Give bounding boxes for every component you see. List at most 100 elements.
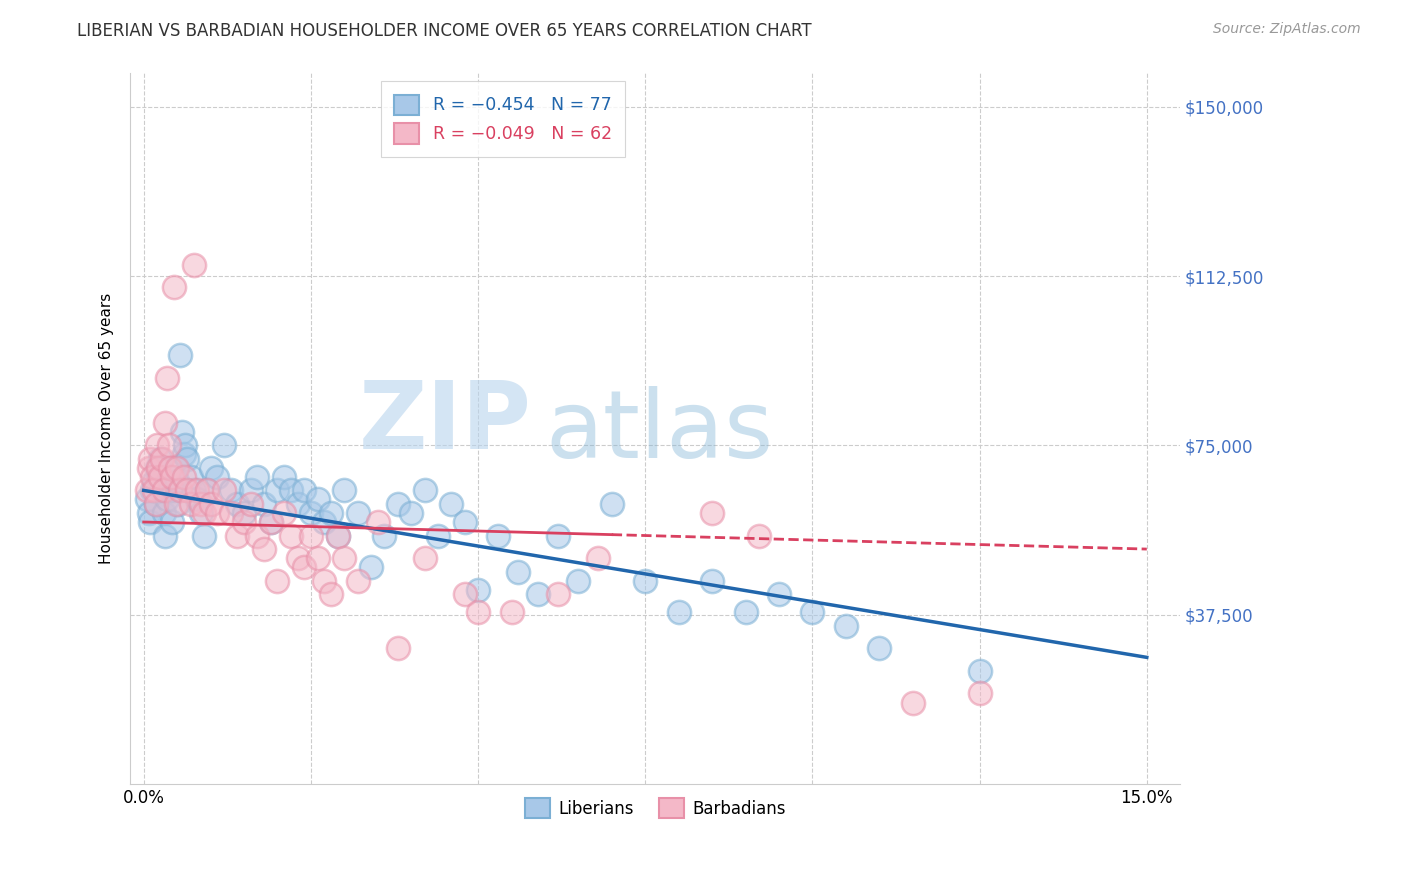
Point [346, 574, 368, 588]
Point [273, 506, 295, 520]
Point [183, 483, 205, 498]
Point [195, 483, 218, 498]
Point [266, 483, 288, 498]
Text: LIBERIAN VS BARBADIAN HOUSEHOLDER INCOME OVER 65 YEARS CORRELATION CHART: LIBERIAN VS BARBADIAN HOUSEHOLDER INCOME… [77, 22, 811, 40]
Point [141, 483, 163, 498]
Point [314, 515, 336, 529]
Point [167, 497, 190, 511]
Point [246, 528, 269, 542]
Point [260, 515, 283, 529]
Point [166, 475, 188, 489]
Point [156, 370, 179, 384]
Point [326, 528, 349, 542]
Point [333, 551, 356, 566]
Point [156, 492, 179, 507]
Point [219, 483, 242, 498]
Point [152, 483, 174, 498]
Point [152, 483, 174, 498]
Point [748, 528, 770, 542]
Point [173, 447, 195, 461]
Point [174, 438, 197, 452]
Point [700, 574, 723, 588]
Point [212, 483, 235, 498]
Point [314, 574, 336, 588]
Y-axis label: Householder Income Over 65 years: Householder Income Over 65 years [100, 293, 114, 564]
Point [454, 515, 477, 529]
Point [180, 497, 202, 511]
Point [307, 551, 329, 566]
Text: Source: ZipAtlas.com: Source: ZipAtlas.com [1213, 22, 1361, 37]
Point [387, 641, 409, 656]
Point [219, 506, 242, 520]
Point [319, 587, 342, 601]
Point [901, 696, 924, 710]
Point [152, 451, 174, 466]
Point [333, 483, 356, 498]
Point [176, 483, 198, 498]
Point [141, 470, 163, 484]
Point [734, 605, 756, 619]
Point [148, 470, 170, 484]
Point [413, 551, 436, 566]
Point [326, 528, 349, 542]
Point [467, 605, 489, 619]
Text: atlas: atlas [546, 385, 773, 478]
Point [233, 506, 256, 520]
Point [193, 506, 215, 520]
Point [226, 497, 249, 511]
Point [149, 470, 172, 484]
Point [287, 551, 309, 566]
Point [195, 483, 218, 498]
Point [360, 560, 382, 574]
Point [567, 574, 589, 588]
Point [399, 506, 422, 520]
Point [440, 497, 463, 511]
Point [346, 506, 368, 520]
Text: ZIP: ZIP [359, 376, 531, 468]
Point [588, 551, 610, 566]
Point [157, 438, 180, 452]
Point [768, 587, 790, 601]
Point [157, 470, 180, 484]
Point [193, 528, 215, 542]
Point [200, 460, 222, 475]
Point [159, 460, 181, 475]
Point [253, 497, 276, 511]
Point [287, 497, 309, 511]
Point [190, 506, 212, 520]
Point [280, 528, 302, 542]
Point [801, 605, 824, 619]
Point [183, 258, 205, 272]
Point [454, 587, 477, 601]
Point [207, 470, 229, 484]
Point [165, 460, 187, 475]
Point [207, 506, 229, 520]
Point [180, 470, 202, 484]
Point [307, 492, 329, 507]
Point [163, 280, 186, 294]
Point [226, 528, 249, 542]
Point [138, 506, 160, 520]
Point [136, 483, 159, 498]
Point [634, 574, 657, 588]
Point [200, 497, 222, 511]
Legend: Liberians, Barbadians: Liberians, Barbadians [519, 791, 792, 825]
Point [186, 492, 208, 507]
Point [173, 470, 195, 484]
Point [190, 497, 212, 511]
Point [367, 515, 389, 529]
Point [700, 506, 723, 520]
Point [260, 515, 283, 529]
Point [273, 470, 295, 484]
Point [146, 438, 169, 452]
Point [145, 497, 167, 511]
Point [139, 515, 162, 529]
Point [153, 416, 176, 430]
Point [186, 483, 208, 498]
Point [138, 460, 160, 475]
Point [153, 528, 176, 542]
Point [292, 560, 315, 574]
Point [148, 460, 170, 475]
Point [152, 506, 174, 520]
Point [486, 528, 509, 542]
